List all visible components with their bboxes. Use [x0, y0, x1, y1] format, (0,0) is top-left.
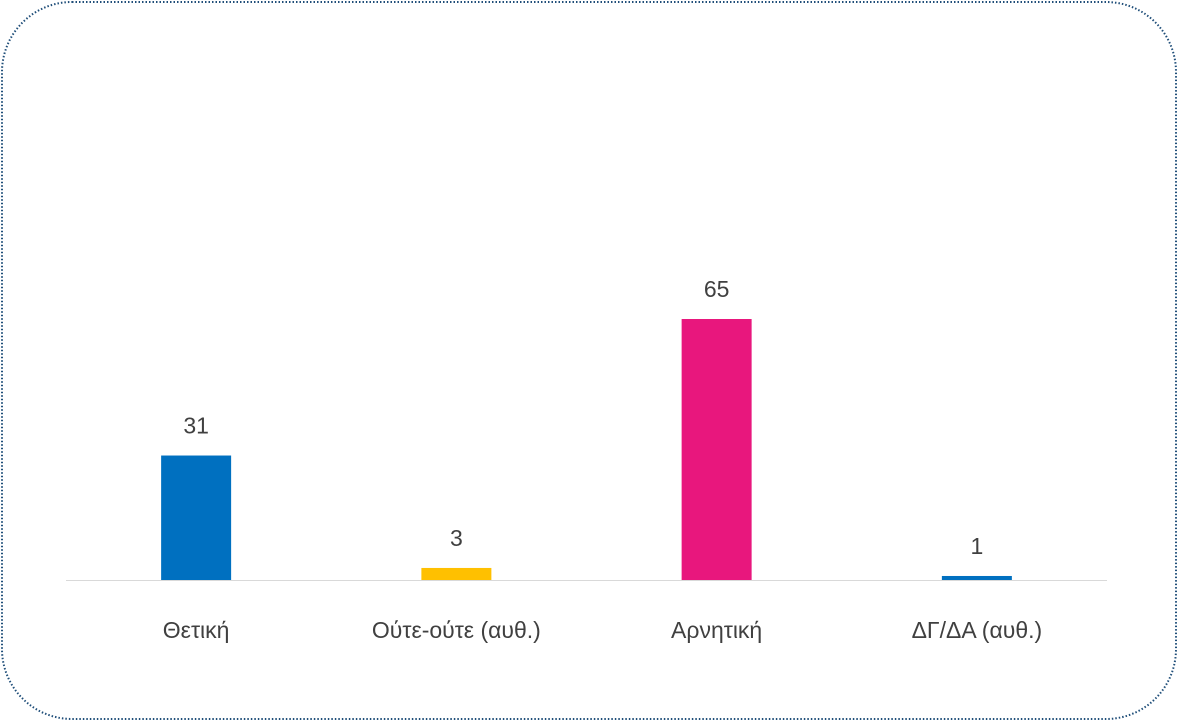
x-tick-label: Θετική: [163, 617, 230, 643]
data-label: 3: [450, 525, 463, 551]
x-tick-label: Ούτε-ούτε (αυθ.): [372, 617, 541, 643]
bar: [421, 567, 492, 580]
bar: [161, 455, 232, 580]
bar: [681, 319, 752, 580]
data-label: 31: [183, 413, 209, 439]
bar: [941, 575, 1012, 580]
x-tick-label: ΔΓ/ΔΑ (αυθ.): [912, 617, 1043, 643]
data-label: 1: [970, 533, 983, 559]
x-tick-label: Αρνητική: [671, 617, 762, 643]
data-label: 65: [704, 276, 730, 302]
